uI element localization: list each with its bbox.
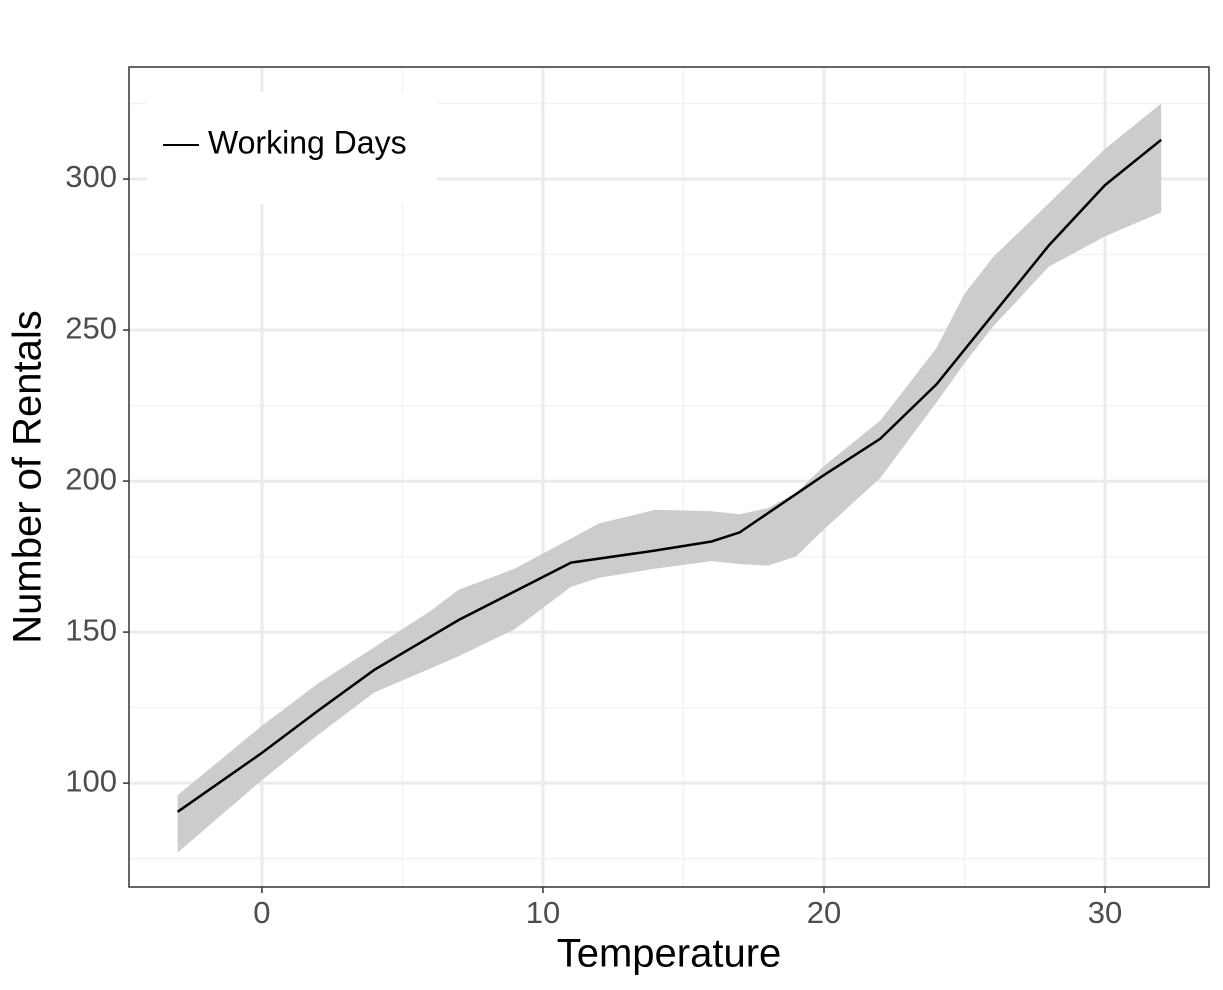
plot-border <box>128 66 1210 888</box>
line <box>176 138 1163 813</box>
x-tick-label: 0 <box>253 895 270 930</box>
y-tick-label: 200 <box>65 461 117 496</box>
legend: Working Days <box>147 92 437 204</box>
x-tick-label: 30 <box>1088 895 1122 930</box>
x-tick-label: 20 <box>807 895 841 930</box>
y-axis-title: Number of Rentals <box>6 310 50 643</box>
y-tick-label: 300 <box>65 159 117 194</box>
x-tick-label: 10 <box>526 895 560 930</box>
legend-label: Working Days <box>208 124 407 160</box>
y-tick-label: 250 <box>65 310 117 345</box>
y-tick-label: 100 <box>65 763 117 798</box>
y-tick-label: 150 <box>65 612 117 647</box>
legend-box <box>147 92 437 204</box>
x-axis-title: Temperature <box>557 932 782 976</box>
confidence-band <box>177 103 1162 853</box>
